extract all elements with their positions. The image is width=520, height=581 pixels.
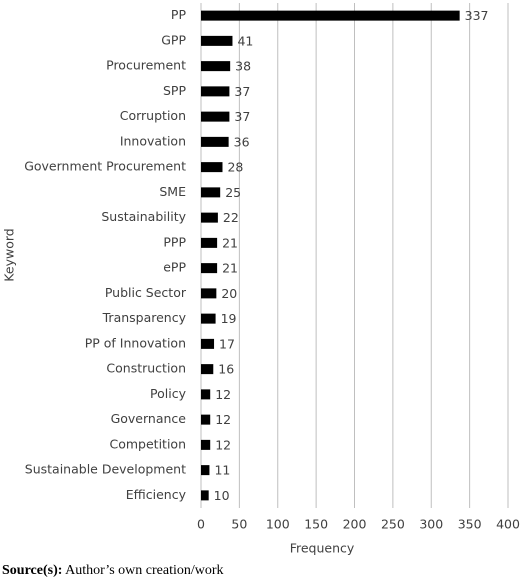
y-tick-label: Public Sector	[105, 285, 187, 300]
y-axis-label: Keyword	[2, 228, 17, 281]
bar	[201, 111, 230, 122]
bar	[201, 61, 231, 72]
y-tick-label: Efficiency	[126, 487, 187, 502]
y-tick-label: Policy	[150, 386, 187, 401]
data-label: 337	[465, 8, 489, 23]
y-tick-label: SME	[159, 184, 186, 199]
x-tick-label: 250	[381, 517, 405, 532]
bar	[201, 414, 211, 425]
data-label: 17	[219, 336, 235, 351]
y-tick-label: Innovation	[120, 133, 186, 148]
data-label: 12	[215, 387, 231, 402]
x-tick-label: 300	[419, 517, 443, 532]
bar	[201, 187, 221, 198]
x-tick-label: 100	[266, 517, 290, 532]
data-label: 10	[214, 488, 230, 503]
caption-label: Source(s):	[2, 563, 62, 578]
y-tick-label: Transparency	[102, 310, 187, 325]
y-tick-label: SPP	[163, 83, 186, 98]
y-tick-label: Government Procurement	[24, 159, 186, 174]
x-tick-label: 0	[197, 517, 205, 532]
data-label: 19	[221, 311, 237, 326]
caption: Source(s): Author’s own creation/work	[2, 563, 224, 578]
x-tick-label: 400	[496, 517, 520, 532]
y-tick-label: Corruption	[120, 108, 186, 123]
data-label: 22	[223, 210, 239, 225]
data-label: 12	[215, 437, 231, 452]
bar	[201, 389, 211, 400]
y-tick-label: PP	[171, 7, 187, 22]
y-tick-label: Sustainable Development	[25, 462, 186, 477]
bar	[201, 439, 211, 450]
bar	[201, 136, 229, 147]
data-label: 36	[234, 134, 250, 149]
data-label: 28	[227, 160, 243, 175]
bar	[201, 338, 215, 349]
data-label: 12	[215, 412, 231, 427]
y-tick-label: Sustainability	[101, 209, 186, 224]
data-label: 21	[222, 235, 238, 250]
y-tick-label: PPP	[163, 234, 186, 249]
y-tick-label: Competition	[110, 436, 187, 451]
data-label: 20	[221, 286, 237, 301]
y-tick-label: PP of Innovation	[85, 335, 186, 350]
data-label: 11	[214, 463, 230, 478]
caption-text: Author’s own creation/work	[65, 563, 223, 578]
bar	[201, 237, 218, 248]
bar	[201, 364, 214, 375]
y-tick-label: ePP	[163, 260, 186, 275]
x-tick-label: 350	[458, 517, 482, 532]
data-label: 16	[218, 362, 234, 377]
bar	[201, 212, 218, 223]
y-tick-label: Governance	[111, 411, 187, 426]
bar	[201, 465, 210, 476]
x-axis-label: Frequency	[290, 541, 355, 556]
bar	[201, 313, 216, 324]
data-label: 25	[225, 185, 241, 200]
bar	[201, 86, 230, 97]
data-label: 38	[235, 59, 251, 74]
y-tick-label: Construction	[106, 361, 186, 376]
bar	[201, 288, 217, 299]
data-label: 37	[234, 84, 250, 99]
bar	[201, 490, 209, 501]
x-tick-label: 50	[231, 517, 247, 532]
bar	[201, 162, 223, 173]
data-label: 41	[237, 33, 253, 48]
bar	[201, 10, 460, 21]
x-tick-label: 150	[304, 517, 328, 532]
y-tick-label: GPP	[161, 32, 186, 47]
bar	[201, 35, 233, 46]
data-label: 37	[234, 109, 250, 124]
bar	[201, 263, 218, 274]
data-label: 21	[222, 261, 238, 276]
y-tick-label: Procurement	[106, 58, 186, 73]
x-tick-label: 200	[343, 517, 367, 532]
